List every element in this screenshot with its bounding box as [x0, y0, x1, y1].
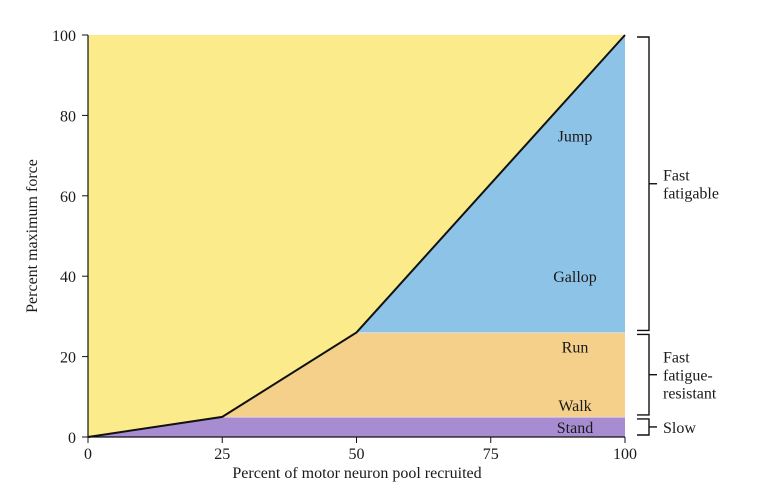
band-stand	[88, 416, 625, 437]
band-layer	[88, 35, 626, 437]
curve-layer	[87, 34, 626, 438]
y-tick-label: 40	[60, 269, 76, 286]
y-axis-title: Percent maximum force	[24, 159, 41, 313]
recruitment-curve	[87, 34, 626, 438]
bracket-label: fatigue-	[663, 368, 713, 385]
x-tick-label: 100	[613, 446, 637, 463]
activity-label-run: Run	[562, 340, 589, 357]
x-tick-label: 50	[349, 446, 365, 463]
axes-layer: 0 20 40 60 80 100 0 25 50 75 100	[52, 28, 637, 463]
bracket-label: fatigable	[663, 186, 719, 203]
bracket-2	[637, 418, 650, 436]
y-tick-label: 20	[60, 350, 76, 367]
x-tick-label: 25	[214, 446, 230, 463]
x-tick-label: 0	[84, 446, 92, 463]
x-axis-title: Percent of motor neuron pool recruited	[232, 465, 481, 482]
y-tick-label: 0	[68, 430, 76, 447]
activity-label-walk: Walk	[558, 398, 591, 415]
activity-label-layer: Stand Walk Run Gallop Jump	[553, 129, 597, 437]
bracket-1	[637, 333, 650, 416]
bracket-label: Fast	[663, 350, 690, 367]
activity-label-stand: Stand	[557, 420, 593, 437]
bracket-label: Fast	[663, 168, 690, 185]
y-tick-label: 80	[60, 108, 76, 125]
x-tick-label: 75	[483, 446, 499, 463]
bracket-label: Slow	[663, 420, 696, 437]
bracket-0	[637, 36, 650, 332]
y-tick-label: 100	[52, 28, 76, 45]
activity-label-gallop: Gallop	[553, 269, 597, 286]
y-tick-label: 60	[60, 189, 76, 206]
bracket-label: resistant	[663, 386, 717, 403]
activity-label-jump: Jump	[558, 129, 593, 146]
